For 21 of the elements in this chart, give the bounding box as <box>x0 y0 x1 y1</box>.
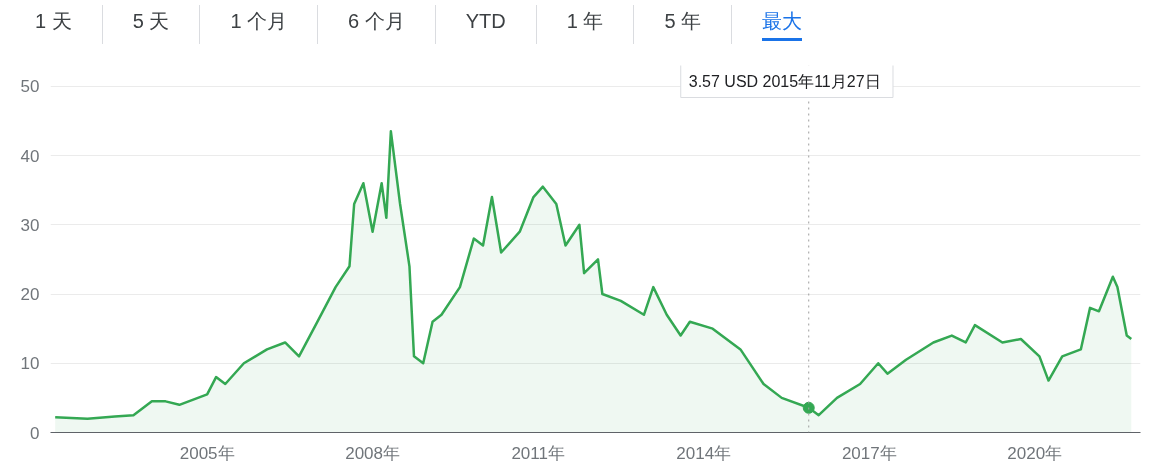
annotation: 3.57 USD 2015年11月27日 <box>688 72 881 90</box>
y-tick-label: 40 <box>20 146 40 166</box>
x-tick-label: 2017年 <box>841 443 897 462</box>
y-tick-label: 50 <box>20 77 40 97</box>
x-tick-label: 2005年 <box>179 443 235 462</box>
text: 5 天 <box>132 10 170 34</box>
y-tick-label: 30 <box>20 215 40 235</box>
text: 5 年 <box>664 10 702 34</box>
y-tick-label: 0 <box>30 423 40 443</box>
x-tick-label: 2020年 <box>1007 443 1063 462</box>
text: 1 年 <box>566 10 604 34</box>
x-tick-label: 2014年 <box>676 443 732 462</box>
x-tick-label: 2008年 <box>345 443 401 462</box>
text: YTD <box>465 10 506 34</box>
y-tick-label: 10 <box>20 354 40 374</box>
text: 1 天 <box>35 10 72 34</box>
x-tick-label: 2011年 <box>511 443 565 462</box>
y-tick-label: 20 <box>20 285 40 305</box>
text: 最大 <box>762 10 803 41</box>
text: 1 个月 <box>230 10 288 34</box>
text: 6 个月 <box>348 10 405 34</box>
